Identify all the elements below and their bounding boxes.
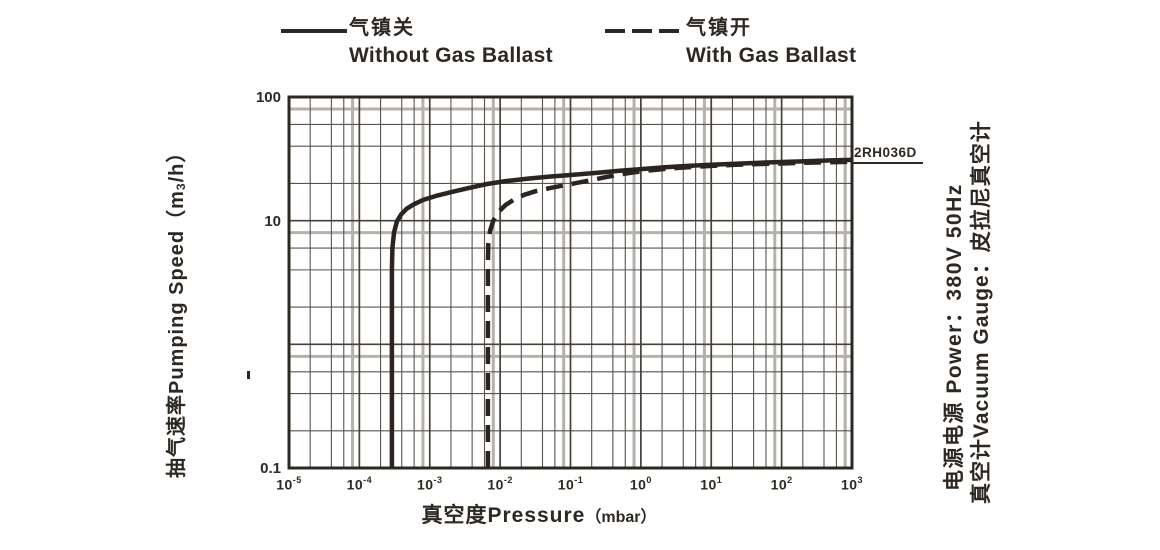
x-axis-title-en: Pressure	[487, 504, 586, 527]
x-tick-label-1e2: 102	[770, 475, 793, 493]
x-tick-label-1e-3: 10-3	[416, 475, 443, 493]
x-axis-unit: （mbar）	[585, 509, 657, 526]
legend-label-with-ballast-zh: 气镇开	[686, 17, 752, 39]
x-tick-label-1e3: 103	[840, 475, 864, 493]
x-tick-label-1e-2: 10-2	[487, 475, 513, 493]
x-tick-label-1e-1: 10-1	[557, 475, 584, 493]
y-axis-unit-close: /h）	[166, 141, 188, 183]
y-axis-unit-open: （m	[166, 190, 188, 230]
y-axis-title-zh: 抽气速率	[166, 394, 188, 478]
side-note-power: 电源电源 Power：380V 50Hz	[943, 183, 966, 491]
legend-label-without-ballast-en: Without Gas Ballast	[349, 44, 553, 67]
x-axis-title: 真空度Pressure（mbar）	[389, 499, 689, 529]
legend-label-with-ballast-en: With Gas Ballast	[686, 44, 857, 67]
legend-label-without-ballast-zh: 气镇关	[349, 17, 415, 39]
y-axis-title: 抽气速率Pumping Speed（m3/h）	[160, 142, 189, 478]
y-tick-label-0.1: 0.1	[260, 460, 281, 477]
y-tick-label-100: 100	[255, 89, 281, 106]
curve-solid	[389, 157, 853, 468]
legend-dashed-line-sample	[605, 29, 682, 33]
x-tick-label-1e-4: 10-4	[346, 475, 373, 493]
x-tick-label-1e1: 101	[700, 475, 723, 493]
legend-solid-line-sample	[281, 29, 347, 33]
y-tick-label-10: 10	[264, 212, 281, 230]
x-tick-label-1e-5: 10-5	[276, 475, 302, 493]
y-axis-remnant-mark	[247, 371, 250, 379]
side-note-vacuum-gauge: 真空计Vacuum Gauge：皮拉尼真空计	[970, 120, 993, 504]
y-axis-title-en: Pumping Speed	[166, 229, 188, 394]
x-tick-label-1e0: 100	[629, 475, 652, 493]
curve-model-label: 2RH036D	[852, 145, 923, 164]
plot-border	[287, 95, 854, 470]
x-axis-title-zh: 真空度	[421, 504, 488, 527]
y-axis-unit-sub: 3	[174, 182, 188, 191]
